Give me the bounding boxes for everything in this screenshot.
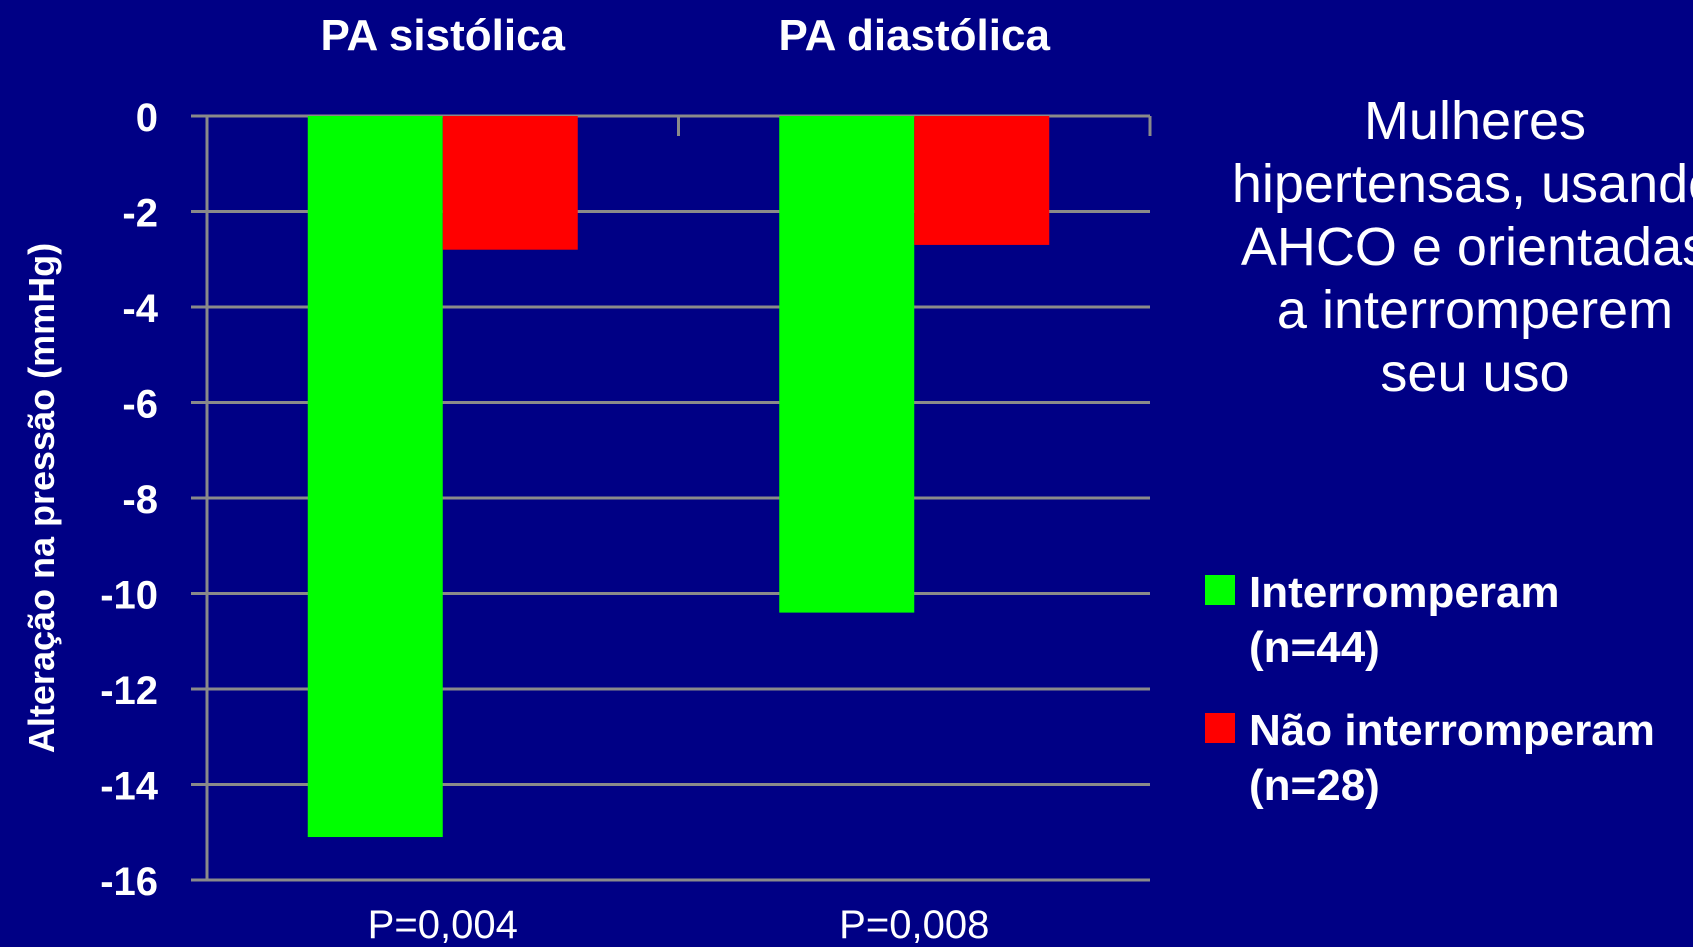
y-tick-label: -2	[122, 192, 158, 236]
annotation-text: Mulheres hipertensas, usando AHCO e orie…	[1231, 91, 1693, 403]
y-tick-label: -6	[122, 383, 158, 427]
legend: Interromperam (n=44) Não interromperam (…	[1205, 565, 1693, 841]
bar	[307, 116, 443, 838]
y-tick-label: -12	[100, 669, 158, 713]
bar	[779, 116, 915, 613]
legend-swatch-green	[1205, 575, 1235, 605]
y-tick-label: -14	[100, 765, 159, 809]
y-tick-label: -10	[100, 574, 158, 618]
y-axis-title: Alteração na pressão (mmHg)	[21, 243, 62, 753]
y-tick-label: 0	[136, 96, 158, 140]
legend-label: Interromperam (n=44)	[1249, 568, 1560, 672]
legend-item-nao-interromperam: Não interromperam (n=28)	[1205, 703, 1693, 813]
bar	[914, 116, 1050, 245]
category-label: PA diastólica	[779, 11, 1051, 60]
bar	[442, 116, 578, 250]
y-tick-label: -4	[122, 287, 158, 331]
category-label: PA sistólica	[320, 11, 565, 60]
y-tick-label: -16	[100, 860, 158, 904]
legend-item-interromperam: Interromperam (n=44)	[1205, 565, 1693, 675]
legend-label: Não interromperam (n=28)	[1249, 706, 1655, 810]
p-value-label: P=0,008	[839, 903, 989, 947]
y-tick-label: -8	[122, 478, 158, 522]
p-value-label: P=0,004	[368, 903, 518, 947]
legend-swatch-red	[1205, 713, 1235, 743]
